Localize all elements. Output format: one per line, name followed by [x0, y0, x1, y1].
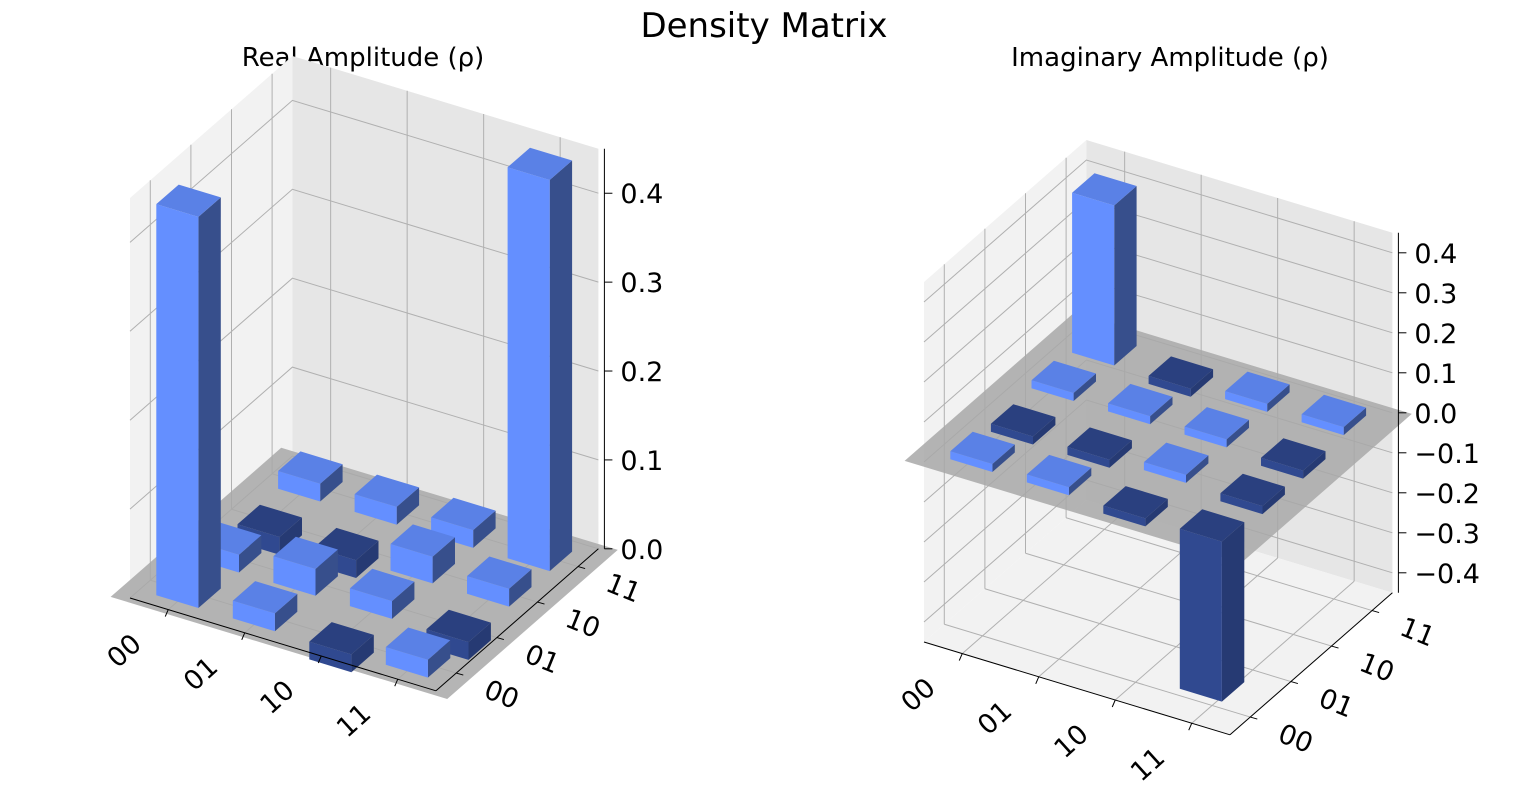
bar-01-11: [1148, 356, 1214, 397]
z-tick-label: 0.3: [620, 268, 663, 299]
col-tick-label: 00: [480, 674, 523, 716]
bar-01-01: [273, 536, 338, 596]
col-tick-label: 01: [520, 639, 563, 681]
z-tick-label: 0.2: [620, 357, 663, 388]
imag-bars: [950, 173, 1367, 702]
bar-01-11: [354, 474, 420, 525]
bar-11-11: [507, 147, 573, 572]
row-tick-label: 01: [178, 651, 224, 697]
z-tick-label: 0.4: [620, 179, 663, 210]
col-tick-label: 10: [1355, 647, 1398, 689]
bar-11-00: [385, 627, 451, 678]
row-tick-label: 10: [1048, 719, 1094, 765]
bar-01-00: [1026, 454, 1092, 496]
bar-10-11: [431, 497, 496, 548]
bar-10-01: [1143, 442, 1209, 483]
bar-00-11: [1072, 173, 1137, 366]
bar-11-01: [1220, 473, 1285, 515]
bar-11-11: [1301, 394, 1367, 436]
z-tick-label: 0.1: [1414, 359, 1457, 390]
z-tick-label: 0.2: [1414, 319, 1457, 350]
bar-11-10: [1261, 438, 1326, 479]
real-amplitude-plot: Real Amplitude (ρ) 00011011000110110.00.…: [101, 43, 663, 744]
real-z-tick-labels: 0.0 0.1 0.2 0.3 0.4: [604, 179, 663, 566]
col-tick-label: 11: [1396, 612, 1439, 654]
bar-10-10: [1184, 407, 1249, 448]
bar-01-00: [232, 581, 298, 632]
bar-10-00: [1103, 486, 1168, 527]
figure-title: Density Matrix: [640, 6, 887, 46]
bar-10-11: [1225, 371, 1290, 412]
imaginary-plot-title: Imaginary Amplitude (ρ): [1011, 43, 1329, 73]
row-tick-label: 00: [101, 628, 147, 674]
row-tick-label: 11: [331, 698, 377, 744]
bar-11-00: [1179, 509, 1245, 702]
bar-00-00: [950, 431, 1015, 472]
row-tick-label: 01: [972, 695, 1018, 741]
real-bars: [156, 147, 573, 678]
col-tick-label: 01: [1314, 683, 1357, 725]
real-plot-title: Real Amplitude (ρ): [242, 43, 485, 73]
bar-00-11: [278, 451, 343, 502]
imag-zero-plane: [904, 311, 1412, 563]
z-tick-label: −0.2: [1414, 479, 1480, 510]
bar-00-10: [1031, 360, 1096, 401]
col-tick-label: 10: [561, 603, 604, 645]
imag-floor-pane: [924, 500, 1393, 735]
bar-10-00: [309, 622, 374, 673]
real-zero-plane: [110, 447, 618, 699]
z-tick-label: −0.3: [1414, 519, 1480, 550]
z-tick-label: 0.1: [620, 446, 663, 477]
col-tick-label: 11: [602, 568, 645, 610]
z-tick-label: 0.3: [1414, 279, 1457, 310]
imag-z-tick-labels: 0.4 0.3 0.2 0.1 0.0 −0.1 −0.2 −0.3 −0.4: [1398, 239, 1480, 590]
row-tick-label: 11: [1125, 742, 1171, 788]
bar-10-01: [349, 568, 415, 619]
bar-10-10: [390, 524, 455, 584]
bar-01-01: [1067, 427, 1132, 468]
bar-01-10: [1108, 383, 1173, 425]
row-tick-label: 10: [254, 675, 300, 721]
col-tick-label: 00: [1274, 718, 1317, 760]
z-tick-label: 0.0: [1414, 399, 1457, 430]
z-tick-label: −0.4: [1414, 559, 1480, 590]
z-tick-label: −0.1: [1414, 439, 1480, 470]
bar-00-01: [990, 404, 1056, 445]
z-tick-label: 0.0: [620, 535, 663, 566]
real-axes: [129, 148, 605, 692]
z-tick-label: 0.4: [1414, 239, 1457, 270]
imaginary-amplitude-plot: Imaginary Amplitude (ρ) 0001101100011011…: [895, 43, 1480, 788]
row-tick-label: 00: [895, 672, 941, 718]
bar-11-10: [467, 556, 532, 607]
bar-00-00: [156, 184, 221, 608]
